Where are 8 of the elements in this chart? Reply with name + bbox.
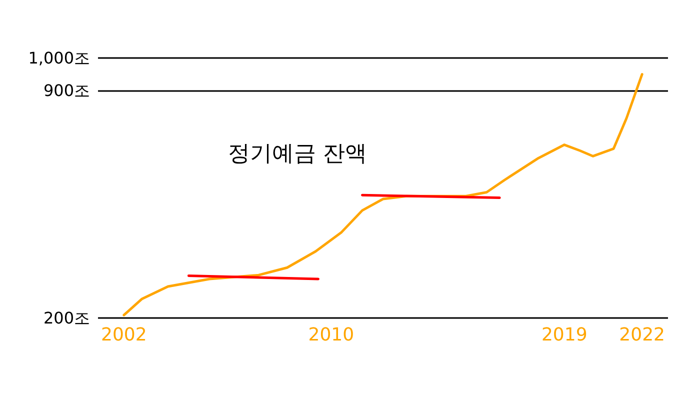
x-tick-label: 2002 [101,324,147,346]
text: 정기예금 잔액 [228,142,367,166]
x-tick-label: 2022 [619,324,665,346]
x-tick-label: 2019 [541,324,588,346]
y-tick-label: 1,000조 [28,48,90,68]
x-tick-label: 2010 [308,324,354,346]
y-tick-label: 900조 [43,81,90,100]
y-tick-label: 200조 [43,308,90,328]
